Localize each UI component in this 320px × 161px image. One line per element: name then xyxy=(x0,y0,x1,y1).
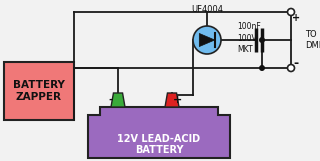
Circle shape xyxy=(287,9,294,15)
Polygon shape xyxy=(88,107,230,158)
Circle shape xyxy=(259,37,265,43)
Text: 12V LEAD-ACID
BATTERY: 12V LEAD-ACID BATTERY xyxy=(117,134,201,155)
Circle shape xyxy=(259,65,265,71)
Polygon shape xyxy=(165,93,179,107)
Text: +: + xyxy=(173,95,183,105)
Bar xyxy=(4,62,74,120)
Text: TO
DMM: TO DMM xyxy=(305,30,320,50)
Text: 100nF
100V
MKT: 100nF 100V MKT xyxy=(237,22,261,54)
Circle shape xyxy=(193,26,221,54)
Text: UF4004: UF4004 xyxy=(191,5,223,14)
Polygon shape xyxy=(199,33,215,47)
Polygon shape xyxy=(111,93,125,107)
Text: -: - xyxy=(109,95,113,105)
Circle shape xyxy=(287,65,294,71)
Text: -: - xyxy=(293,57,299,70)
Text: +: + xyxy=(292,13,300,23)
Text: BATTERY
ZAPPER: BATTERY ZAPPER xyxy=(13,80,65,102)
